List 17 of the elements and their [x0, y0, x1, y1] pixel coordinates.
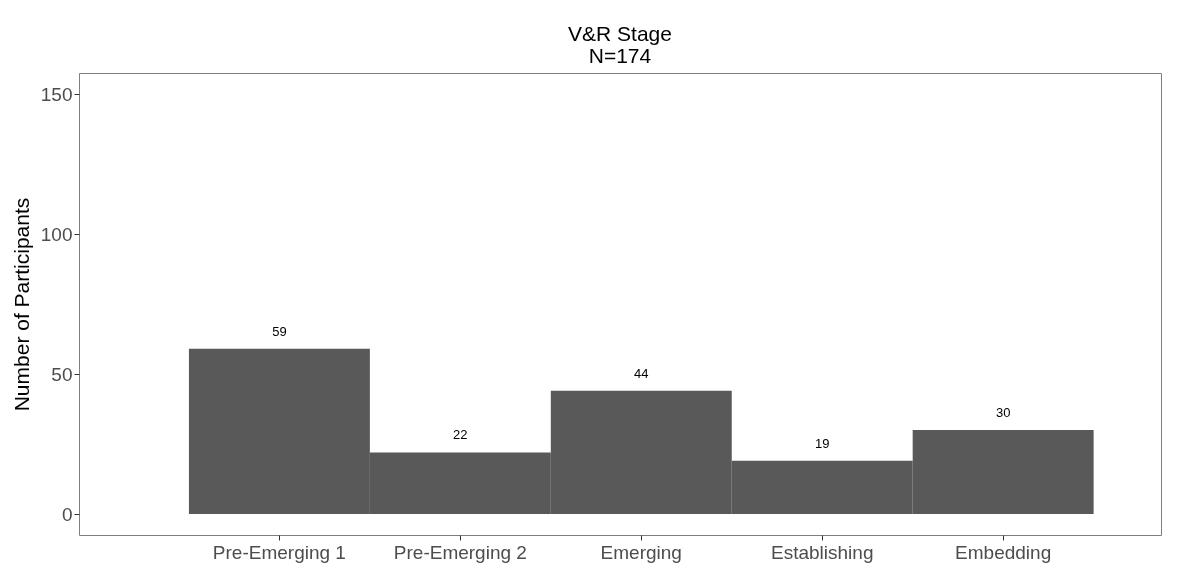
data-label: 19 [814, 435, 830, 451]
y-tick-label: 0 [61, 503, 73, 525]
x-tick-label: Pre-Emerging 2 [393, 541, 527, 563]
x-tick-label: Emerging [600, 541, 682, 563]
data-label: 30 [995, 405, 1011, 420]
y-tick-label: 100 [40, 223, 73, 245]
data-label: 22 [453, 427, 468, 443]
x-tick-label: Embedding [955, 541, 1052, 563]
chart-subtitle: N=174 [588, 44, 652, 67]
x-tick-label: Establishing [770, 541, 874, 563]
y-tick-label: 150 [40, 83, 73, 105]
data-label: 44 [634, 365, 649, 381]
y-axis-title: Number of Participants [9, 197, 33, 412]
data-label: 59 [272, 323, 287, 339]
x-tick-label: Pre-Emerging 1 [212, 541, 346, 563]
y-tick-label: 50 [51, 363, 73, 385]
chart-title: V&R Stage [568, 22, 672, 45]
